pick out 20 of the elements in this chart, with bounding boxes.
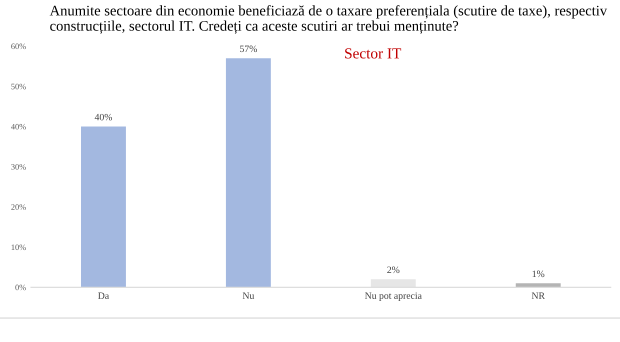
x-tick-label: NR	[532, 292, 545, 299]
y-tick-label: 20%	[11, 204, 26, 210]
bar	[370, 279, 416, 288]
data-label: 40%	[94, 114, 112, 120]
y-tick-label: 10%	[12, 244, 26, 250]
data-label: 2%	[387, 266, 400, 274]
y-tick-label: 0%	[15, 284, 26, 290]
bar	[226, 58, 271, 288]
y-tick-label: 30%	[11, 164, 26, 170]
x-tick-label: Nu pot aprecia	[364, 292, 422, 301]
y-tick-label: 60%	[11, 44, 26, 50]
y-tick-label: 50%	[11, 84, 26, 90]
y-tick-label: 40%	[11, 124, 26, 130]
x-tick-label: Nu	[242, 292, 254, 299]
bar	[81, 126, 126, 288]
x-tick-label: Da	[98, 292, 109, 299]
annotation: Sector IT	[345, 48, 402, 59]
data-label: 57%	[240, 46, 257, 52]
chart-title: Anumite sectoare din economie beneficiază de o taxare preferențiala (scutire de taxe), respectiv construcțiile, sectorul IT. Credeți ca aceste scutiri ar trebui menținute?	[50, 5, 608, 34]
data-label: 1%	[532, 270, 544, 278]
